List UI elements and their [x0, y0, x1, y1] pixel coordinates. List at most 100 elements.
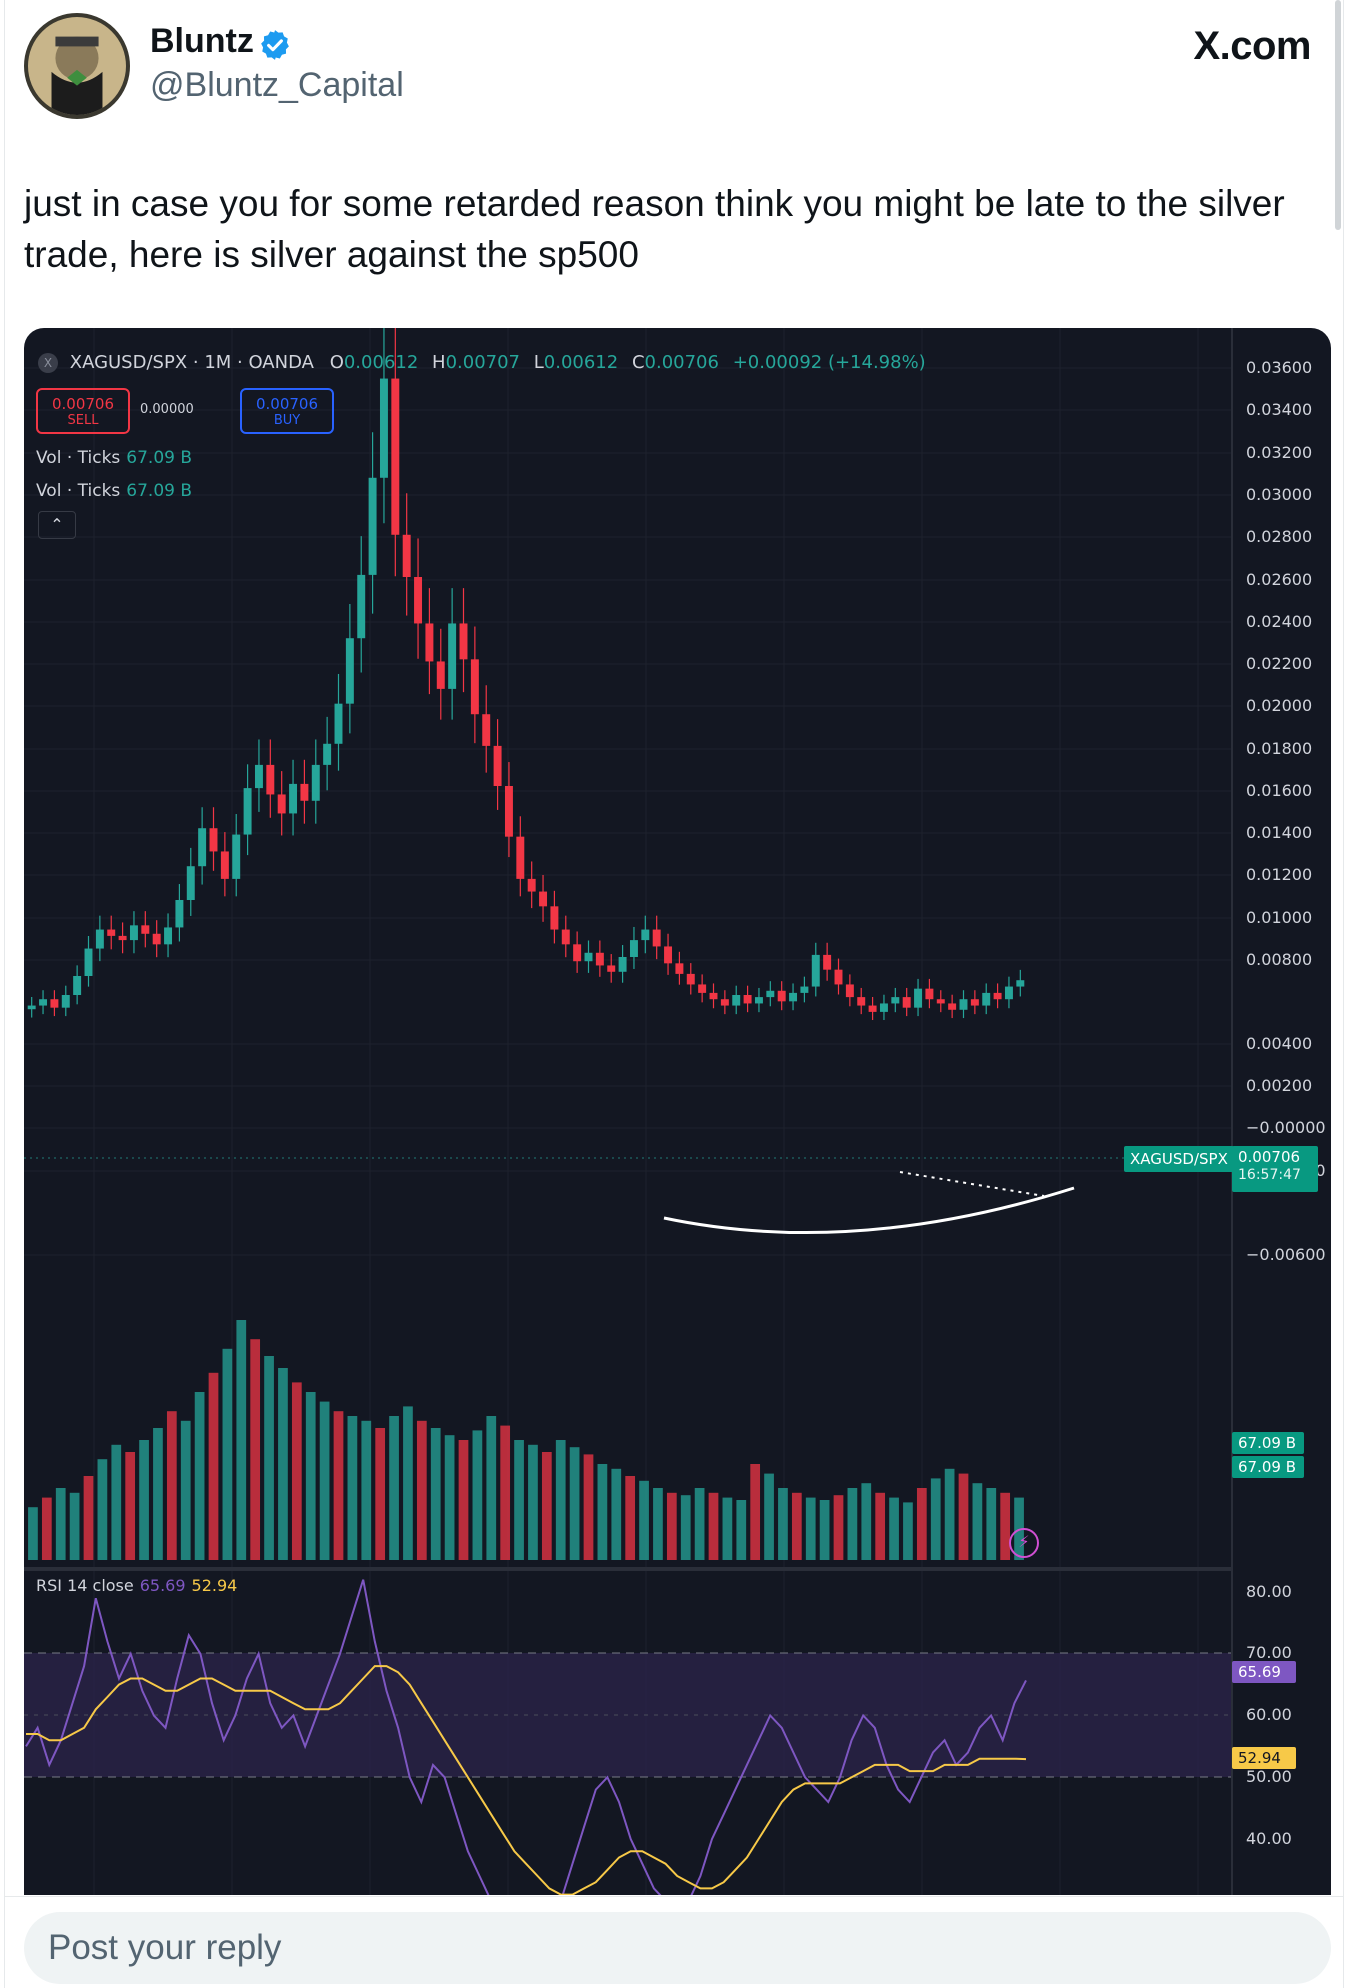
volume-bar — [430, 1428, 441, 1560]
scrollbar[interactable] — [1335, 0, 1341, 230]
candle-body — [879, 1003, 888, 1012]
ohlc-h-key: H — [432, 352, 446, 373]
candle-body — [95, 929, 104, 949]
symbol-line: XAGUSD/SPX · 1M · OANDA — [69, 352, 314, 373]
candle-body — [311, 764, 320, 801]
volume-bar — [555, 1440, 566, 1560]
volume-bar — [444, 1435, 455, 1560]
price-axis-label: 0.03600 — [1246, 358, 1313, 377]
price-axis-label: 0.01200 — [1246, 865, 1313, 884]
volume-legend-label: Vol · Ticks — [36, 448, 121, 468]
tweet-text: just in case you for some retarded reaso… — [24, 183, 1285, 275]
buy-button[interactable]: 0.00706 BUY — [240, 388, 334, 434]
candle-body — [732, 995, 741, 1006]
price-axis-label: 0.02800 — [1246, 527, 1313, 546]
chart-canvas — [24, 328, 1233, 1895]
price-axis-label: 0.01000 — [1246, 908, 1313, 927]
volume-bar — [180, 1420, 191, 1560]
candle-body — [573, 944, 582, 962]
volume-bar — [28, 1507, 38, 1560]
volume-bar — [305, 1392, 316, 1560]
volume-bar — [291, 1382, 302, 1560]
rsi-axis-label: 50.00 — [1246, 1767, 1292, 1786]
candle-body — [129, 925, 138, 941]
reply-bar[interactable]: Post your reply — [24, 1912, 1331, 1984]
candle-body — [61, 995, 70, 1008]
volume-bar — [347, 1416, 358, 1560]
candle-body — [414, 577, 423, 624]
volume-bar — [625, 1476, 636, 1560]
candle-body — [402, 534, 411, 577]
verified-badge-icon — [261, 30, 289, 60]
tweet-container — [4, 0, 1344, 1988]
candle-body — [618, 957, 627, 972]
lightning-icon[interactable]: ⚡ — [1009, 1528, 1039, 1558]
rsi-line — [25, 1579, 1027, 1895]
price-axis-label: 0.02000 — [1246, 696, 1313, 715]
volume-bar — [805, 1497, 816, 1560]
reply-input[interactable]: Post your reply — [48, 1928, 282, 1967]
rsi-tag: 65.69 — [1232, 1661, 1296, 1683]
candle-body — [39, 999, 48, 1006]
volume-bar — [472, 1430, 483, 1560]
price-axis-label: 0.01400 — [1246, 823, 1313, 842]
volume-legend-label: Vol · Ticks — [36, 481, 121, 501]
candle-body — [743, 995, 752, 1004]
volume-bar — [833, 1495, 844, 1560]
x-logo[interactable]: X.com — [1193, 24, 1311, 68]
volume-bar — [666, 1492, 677, 1560]
sell-button[interactable]: 0.00706 SELL — [36, 388, 130, 434]
candle-body — [902, 997, 911, 1008]
candle-body — [1016, 980, 1025, 987]
chart-image[interactable]: X XAGUSD/SPX · 1M · OANDA O0.00612 H0.00… — [24, 328, 1331, 1895]
volume-bar — [416, 1420, 427, 1560]
volume-bar — [389, 1416, 399, 1560]
candle-body — [777, 990, 786, 1002]
volume-bar — [125, 1452, 136, 1560]
candle-body — [470, 659, 479, 715]
rsi-legend[interactable]: RSI 14 close 65.69 52.94 — [36, 1576, 237, 1595]
candle-body — [925, 988, 934, 1000]
ohlc-change: +0.00092 (+14.98%) — [732, 352, 926, 373]
candle-body — [959, 999, 968, 1010]
symbol-legend[interactable]: X XAGUSD/SPX · 1M · OANDA O0.00612 H0.00… — [38, 352, 934, 373]
volume-legend-1[interactable]: Vol · Ticks 67.09 B — [36, 448, 192, 468]
candle-body — [720, 999, 729, 1006]
candle-body — [379, 378, 388, 478]
candle-body — [448, 623, 457, 689]
price-axis-label: 0.03000 — [1246, 485, 1313, 504]
rsi-axis-label: 70.00 — [1246, 1643, 1292, 1662]
current-price-tag: 0.00706 16:57:47 — [1232, 1146, 1318, 1192]
author-name[interactable]: Bluntz — [150, 22, 254, 60]
symbol-icon: X — [38, 353, 58, 373]
volume-bar — [222, 1348, 233, 1560]
volume-bar — [278, 1368, 288, 1560]
price-axis-label: 0.00400 — [1246, 1034, 1313, 1053]
candle-body — [175, 900, 184, 928]
volume-bar — [889, 1497, 899, 1560]
rsi-value: 65.69 — [139, 1576, 186, 1595]
volume-tag: 67.09 B — [1232, 1432, 1304, 1454]
volume-bar — [583, 1454, 594, 1560]
volume-bar — [722, 1497, 733, 1560]
author-avatar[interactable] — [24, 13, 130, 119]
candle-body — [914, 988, 923, 1008]
candle-body — [607, 965, 616, 972]
volume-legend-2[interactable]: Vol · Ticks 67.09 B — [36, 481, 192, 501]
volume-bar — [514, 1440, 524, 1560]
volume-bar — [986, 1488, 997, 1560]
price-axis-label: 0.00800 — [1246, 950, 1313, 969]
volume-bar — [361, 1420, 372, 1560]
volume-bar — [847, 1488, 858, 1560]
author-handle[interactable]: @Bluntz_Capital — [150, 66, 404, 104]
chevron-up-icon[interactable]: ⌃ — [38, 511, 76, 539]
candle-body — [652, 929, 661, 947]
volume-bar — [791, 1492, 802, 1560]
candle-body — [754, 997, 763, 1004]
candle-body — [982, 992, 991, 1006]
candle-body — [232, 834, 241, 879]
sell-label: SELL — [67, 413, 99, 428]
candle-body — [107, 929, 116, 936]
candle-body — [141, 925, 150, 934]
volume-bar — [153, 1428, 163, 1560]
